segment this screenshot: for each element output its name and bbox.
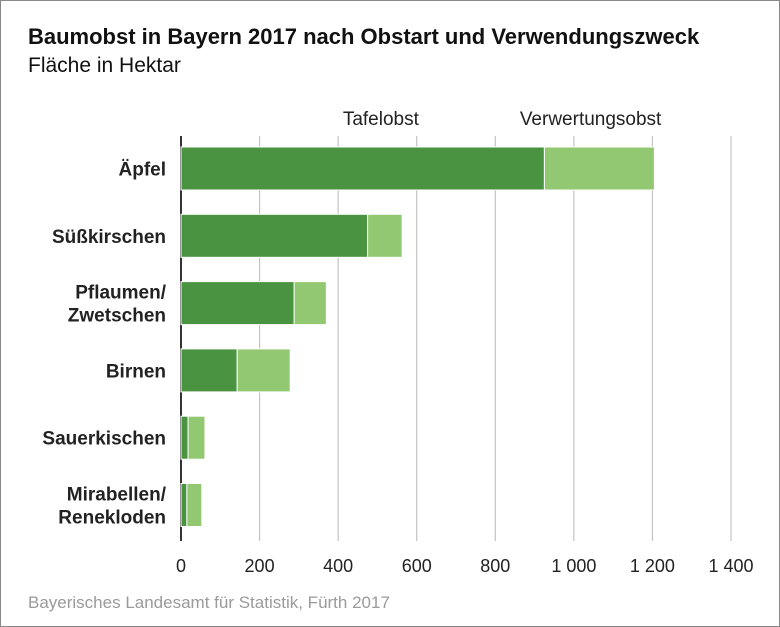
bar-segment (180, 146, 545, 191)
bar-segment (367, 213, 403, 258)
x-tick-label: 800 (480, 556, 510, 576)
labels-layer: 0 200 400 600 800 1 000 1 200 1 400 Äpfel Süßkirs… (42, 160, 753, 577)
legend-entry: Verwertungsobst (520, 109, 662, 130)
x-tick-label: 1 400 (708, 556, 753, 576)
bar-chart: 0 200 400 600 800 1 000 1 200 1 400 Äpfel Süßkirs… (42, 109, 753, 577)
bar-segment (180, 348, 238, 393)
bar-segment (180, 281, 295, 326)
bars-layer (180, 146, 655, 527)
chart-subtitle: Fläche in Hektar (28, 54, 181, 77)
category-label: Zwetschen (68, 306, 166, 327)
x-tick-label: 400 (323, 556, 353, 576)
x-tick-label: 600 (402, 556, 432, 576)
category-label: Äpfel (119, 160, 167, 181)
grid-layer (180, 136, 732, 541)
x-tick-label: 200 (245, 556, 275, 576)
legend: Tafelobst Verwertungsobst (343, 109, 662, 130)
category-label: Sauerkischen (42, 429, 166, 450)
x-tick-label: 1 000 (551, 556, 596, 576)
bar-segment (236, 348, 291, 393)
bar-segment (187, 415, 206, 460)
category-label: Mirabellen/ (67, 485, 167, 506)
bar-segment (186, 483, 203, 527)
x-tick-label: 1 200 (630, 556, 675, 576)
source-note: Bayerisches Landesamt für Statistik, Für… (28, 593, 390, 612)
chart-title: Baumobst in Bayern 2017 nach Obstart und… (28, 24, 700, 49)
category-label: Süßkirschen (52, 227, 166, 248)
bar-segment (543, 146, 655, 191)
bar-segment (293, 281, 327, 326)
x-tick-label: 0 (176, 556, 186, 576)
bar-segment (180, 483, 188, 527)
bar-segment (180, 213, 369, 258)
category-label: Birnen (106, 361, 166, 382)
legend-entry: Tafelobst (343, 109, 420, 130)
bar-segment (180, 415, 189, 460)
category-label: Pflaumen/ (75, 283, 167, 304)
category-label: Renekloden (58, 508, 166, 529)
